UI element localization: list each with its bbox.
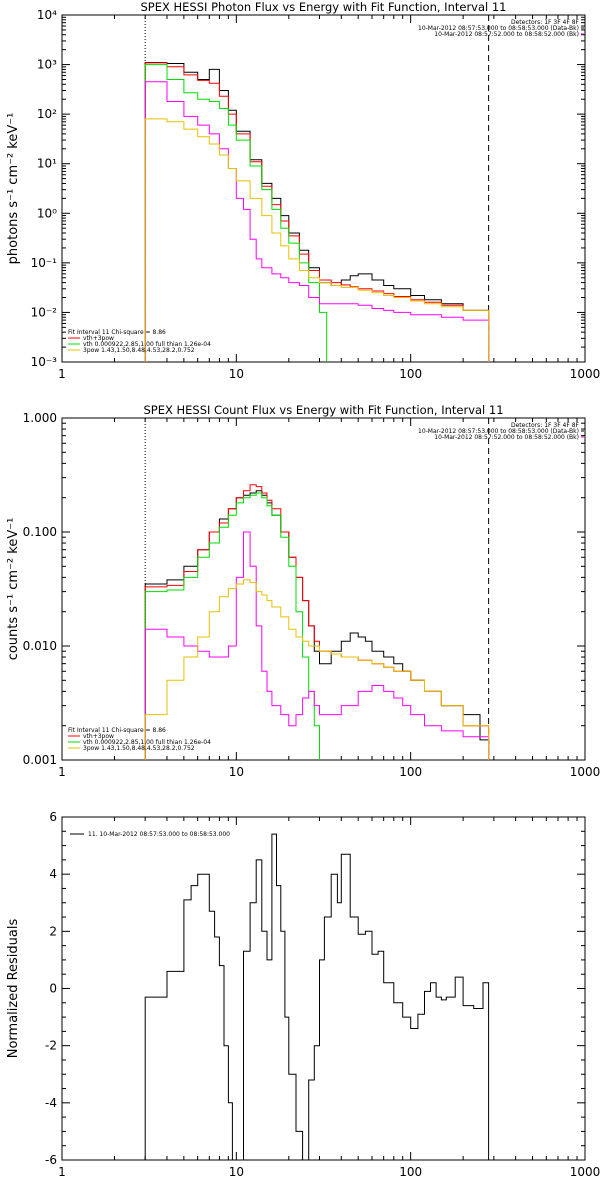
plot-frame: [61, 816, 586, 1161]
fit-legend-label: vth+3pow: [83, 335, 114, 342]
x-tick-label: 100: [399, 765, 422, 779]
y-tick-label: -2: [45, 1039, 57, 1053]
x-tick-label: 100: [399, 367, 422, 381]
residuals-panel: 1 10 100 1000 -6 -4 -2 0 2 4 6 Normalized Residuals…: [6, 810, 600, 1179]
count-flux-panel: SPEX HESSI Count Flux vs Energy with Fit…: [6, 403, 600, 779]
y-tick-label: 10⁰: [37, 206, 57, 220]
y-tick-label: 0.001: [23, 753, 57, 767]
x-tick-label: 1000: [570, 1165, 600, 1179]
y-tick-label: 6: [49, 810, 57, 824]
y-axis-label: counts s⁻¹ cm⁻² keV⁻¹: [6, 518, 21, 661]
y-tick-label: 10⁻²: [31, 305, 58, 319]
y-tick-label: 2: [49, 924, 57, 938]
x-tick-label: 1: [58, 1165, 66, 1179]
x-tick-label: 1000: [570, 367, 600, 381]
series-line-0: [144, 62, 490, 362]
chart-title: SPEX HESSI Count Flux vs Energy with Fit…: [143, 403, 503, 417]
series-line-1: [144, 62, 490, 362]
y-tick-label: 10¹: [37, 157, 57, 171]
x-tick-label: 1: [58, 765, 66, 779]
y-axis-label: photons s⁻¹ cm⁻² keV⁻¹: [6, 113, 21, 265]
series-line-3: [144, 531, 490, 760]
info-line: 10-Mar-2012 08:57:52.000 to 08:58:52.000…: [434, 31, 579, 38]
series-line-4: [144, 579, 490, 760]
y-tick-label: 10⁻³: [31, 355, 58, 369]
chart-title: SPEX HESSI Photon Flux vs Energy with Fi…: [140, 0, 506, 14]
photon-flux-panel: SPEX HESSI Photon Flux vs Energy with Fi…: [6, 0, 600, 381]
fit-legend-label: 3pow 1.43,1.50,8.48,4.53,28.2,0.752: [83, 745, 195, 752]
y-tick-label: 0.100: [23, 525, 57, 539]
y-tick-label: 10⁻¹: [31, 256, 58, 270]
fit-legend-label: 3pow 1.43,1.50,8.48,4.53,28.2,0.752: [83, 347, 195, 354]
info-line: 10-Mar-2012 08:57:52.000 to 08:58:52.000…: [434, 434, 579, 441]
x-tick-label: 1: [58, 367, 66, 381]
info-line: Detectors: 1F 3F 4F 8F: [511, 422, 580, 429]
x-tick-label: 10: [229, 765, 244, 779]
residual-legend-label: 11. 10-Mar-2012 08:57:53.000 to 08:58:53…: [88, 831, 230, 838]
plot-frame: [61, 14, 586, 363]
series-line-4: [144, 118, 490, 362]
y-tick-label: -4: [45, 1096, 57, 1110]
x-tick-label: 100: [399, 1165, 422, 1179]
series-line-1: [144, 484, 490, 760]
fit-legend-header: Fit Interval 11 Chi-square = 8.86: [68, 329, 166, 336]
fit-legend-label: vth 0.000922,2.85,1.00 full thian 1.26e-…: [83, 739, 211, 746]
series-line-3: [144, 81, 490, 362]
y-tick-label: 10²: [37, 107, 57, 121]
y-tick-label: 10⁴: [37, 8, 57, 22]
series-line-2: [144, 492, 320, 760]
y-tick-label: -6: [45, 1153, 57, 1167]
x-tick-label: 10: [229, 367, 244, 381]
series-line-2: [144, 64, 328, 362]
plot-frame: [61, 417, 586, 761]
x-tick-label: 1000: [570, 765, 600, 779]
fit-legend-header: Fit Interval 11 Chi-square = 8.86: [68, 727, 166, 734]
y-axis-label: Normalized Residuals: [6, 919, 21, 1059]
y-tick-label: 10³: [37, 58, 57, 72]
x-tick-label: 10: [229, 1165, 244, 1179]
info-line: 10-Mar-2012 08:57:53.000 to 08:58:53.000…: [418, 428, 579, 435]
info-line: Detectors: 1F 3F 4F 8F: [511, 19, 580, 26]
y-tick-label: 1.000: [23, 411, 57, 425]
y-tick-label: 0: [49, 982, 57, 996]
fit-legend-label: vth+3pow: [83, 733, 114, 740]
series-line-0: [144, 490, 490, 760]
series-line-0: [144, 833, 490, 1161]
y-tick-label: 4: [49, 867, 57, 881]
fit-legend-label: vth 0.000922,2.85,1.00 full thian 1.26e-…: [83, 341, 211, 348]
y-tick-label: 0.010: [23, 639, 57, 653]
info-line: 10-Mar-2012 08:57:53.000 to 08:58:53.000…: [418, 25, 579, 32]
